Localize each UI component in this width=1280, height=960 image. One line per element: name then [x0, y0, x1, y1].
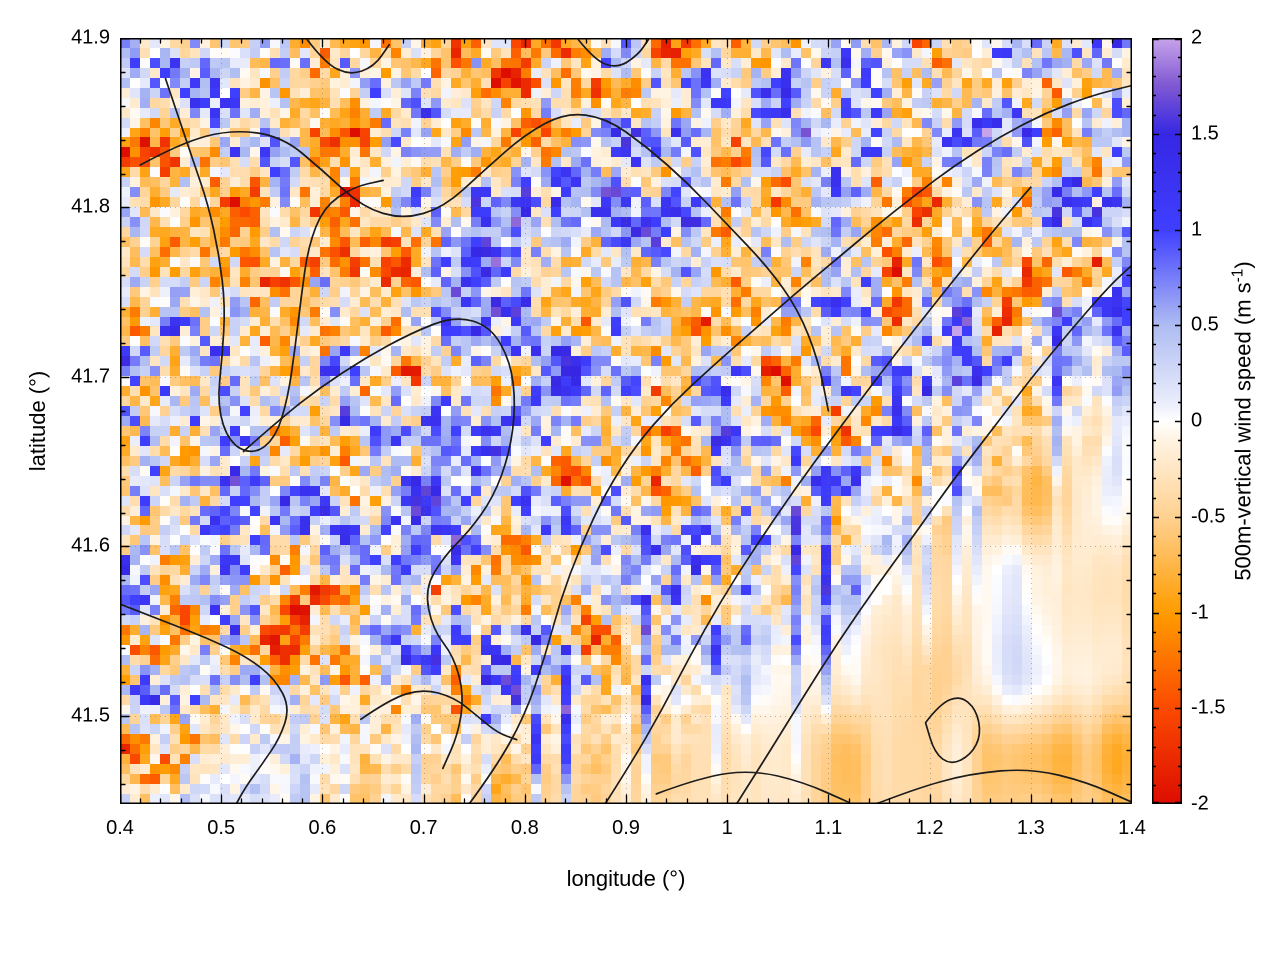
colorbar-title: 500m-vertical wind speed (m s-1): [1229, 261, 1256, 580]
y-tick-label: 41.8: [71, 195, 110, 218]
colorbar-tick-label: 1.5: [1191, 122, 1219, 145]
colorbar-tick-label: 0: [1191, 409, 1203, 432]
colorbar-tick-label: -0.5: [1191, 505, 1226, 528]
colorbar-tick-label: -1.5: [1191, 696, 1226, 719]
x-tick-label: 0.5: [207, 817, 236, 839]
x-tick-label: 1.4: [1118, 817, 1146, 839]
y-tick-label: 41.6: [71, 534, 110, 557]
colorbar-tick-label: 1: [1191, 218, 1203, 240]
colorbar-title-superscript: -1: [1229, 268, 1247, 283]
x-tick-label: 1.2: [915, 817, 944, 839]
colorbar-tick-label: 0.5: [1191, 313, 1219, 336]
colorbar-tick-label: 2: [1191, 26, 1203, 49]
x-tick-label: 0.7: [409, 817, 438, 839]
colorbar-tick-label: -1: [1191, 601, 1209, 623]
colorbar-canvas: [1152, 38, 1182, 804]
x-tick-label: 1.3: [1016, 817, 1045, 839]
colorbar-tick-label: -2: [1191, 792, 1209, 815]
heatmap-plot-canvas: [120, 38, 1132, 804]
x-tick-label: 0.8: [510, 817, 539, 839]
x-tick-label: 1.1: [814, 817, 843, 839]
y-tick-label: 41.9: [71, 26, 110, 49]
x-tick-label: 0.4: [106, 817, 134, 839]
y-tick-label: 41.7: [71, 365, 110, 388]
y-tick-label: 41.5: [71, 704, 110, 727]
colorbar-title-suffix: ): [1230, 261, 1256, 269]
x-tick-label: 0.9: [612, 817, 640, 839]
x-tick-label: 1: [721, 817, 733, 839]
x-tick-label: 0.6: [308, 817, 337, 839]
x-axis-title: longitude (°): [566, 866, 686, 891]
colorbar-title-text: 500m-vertical wind speed (m s: [1230, 282, 1256, 581]
